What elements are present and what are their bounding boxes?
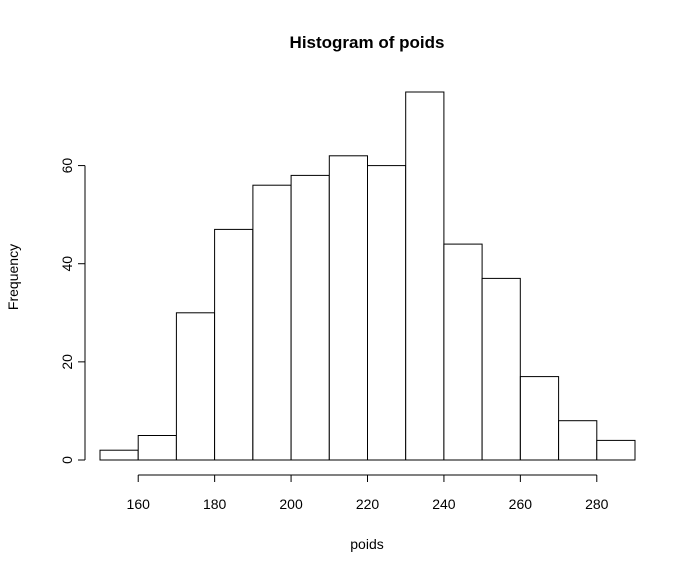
bars-group	[99, 91, 636, 461]
x-tick-label: 240	[432, 496, 456, 512]
x-tick-label: 260	[509, 496, 533, 512]
x-tick-label: 160	[127, 496, 151, 512]
y-tick-label: 0	[59, 456, 75, 464]
histogram-bar	[290, 174, 330, 461]
histogram-bar	[252, 184, 292, 461]
y-tick-label: 60	[59, 158, 75, 174]
x-tick-label: 180	[203, 496, 227, 512]
histogram-bar	[175, 312, 216, 461]
histogram-bar	[405, 91, 445, 461]
histogram-bar	[367, 165, 407, 461]
histogram-bar	[137, 435, 177, 461]
histogram-bar	[519, 376, 560, 461]
histogram-bar	[443, 243, 483, 461]
histogram-bar	[596, 439, 636, 461]
y-tick-label: 20	[59, 354, 75, 370]
x-tick-label: 280	[585, 496, 609, 512]
histogram-bar	[214, 228, 254, 461]
x-axis: 160 180 200 220 240 260 280	[127, 474, 609, 512]
y-axis: 0 20 40 60	[59, 158, 86, 464]
x-tick-label: 200	[279, 496, 303, 512]
chart-title: Histogram of poids	[290, 33, 445, 52]
histogram-bar	[558, 420, 598, 461]
histogram-bar	[99, 449, 139, 461]
histogram-bar	[328, 155, 368, 461]
x-axis-label: poids	[350, 536, 383, 552]
y-axis-label: Frequency	[5, 244, 21, 310]
x-tick-label: 220	[356, 496, 380, 512]
y-tick-label: 40	[59, 256, 75, 272]
histogram-bar	[481, 277, 521, 461]
